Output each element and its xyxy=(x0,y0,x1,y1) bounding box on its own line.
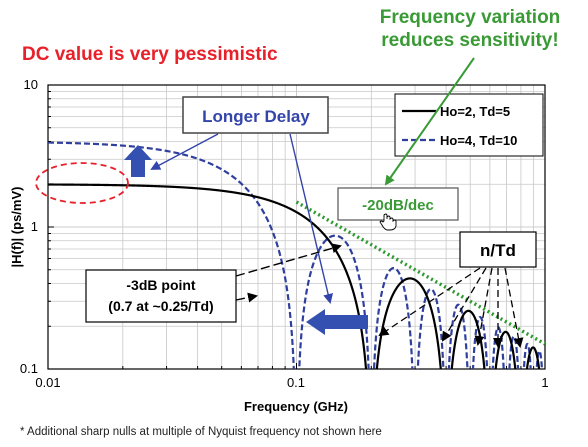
dc-note-heading: DC value is very pessimistic xyxy=(22,44,278,65)
longer-delay-arrow-rolloff xyxy=(289,133,334,304)
legend-box xyxy=(394,93,544,157)
x-tick-0.01: 0.01 xyxy=(35,375,60,390)
nulls-label: n/Td xyxy=(480,241,516,260)
slope-box xyxy=(337,187,459,221)
y-tick-1: 1 xyxy=(31,219,38,234)
axis-ticks xyxy=(47,84,546,370)
longer-delay-label: Longer Delay xyxy=(202,107,310,126)
y-tick-10: 10 xyxy=(24,77,38,92)
minus3db-label-line2: (0.7 at ~0.25/Td) xyxy=(108,298,213,314)
minus3db-box xyxy=(85,269,237,323)
nulls-arrow-1 xyxy=(378,267,481,337)
y-axis-label: |H(f)| (ps/mV) xyxy=(9,187,24,268)
x-axis-label: Frequency (GHz) xyxy=(244,399,348,414)
hand-cursor-icon xyxy=(379,213,397,231)
legend: Ho=2, Td=5 Ho=4, Td=10 xyxy=(394,93,544,157)
series-ho2-td5 xyxy=(48,183,541,369)
bandwidth-left-arrow xyxy=(306,309,368,335)
dc-highlight-ellipse xyxy=(35,162,129,204)
nulls-arrow-3 xyxy=(474,267,493,346)
x-tick-1: 1 xyxy=(541,375,548,390)
longer-delay-box xyxy=(182,96,329,134)
footnote: * Additional sharp nulls at multiple of … xyxy=(20,426,382,438)
nulls-box xyxy=(459,231,537,268)
frequency-note-line2: reduces sensitivity! xyxy=(381,30,559,51)
green-note-arrow xyxy=(384,57,475,186)
minus3db-arrow-lower xyxy=(235,292,258,303)
nulls-arrows xyxy=(378,267,524,348)
legend-label-series2: Ho=4, Td=10 xyxy=(440,133,517,148)
slope-label: -20dB/dec xyxy=(362,197,434,214)
minus3db-label-line1: -3dB point xyxy=(126,277,196,293)
x-tick-0.1: 0.1 xyxy=(287,375,305,390)
dc-up-arrow xyxy=(124,145,152,177)
legend-label-series1: Ho=2, Td=5 xyxy=(440,104,510,119)
nulls-arrow-2 xyxy=(441,267,487,342)
y-tick-0.1: 0.1 xyxy=(20,361,38,376)
longer-delay-arrow-dc xyxy=(150,133,219,170)
series-ho4-td10 xyxy=(48,141,544,369)
frequency-note-heading: Frequency variation reduces sensitivity! xyxy=(356,6,584,52)
minus3db-arrow-upper xyxy=(235,243,342,277)
frequency-note-line1: Frequency variation xyxy=(379,7,561,28)
nulls-arrow-5 xyxy=(504,267,524,348)
